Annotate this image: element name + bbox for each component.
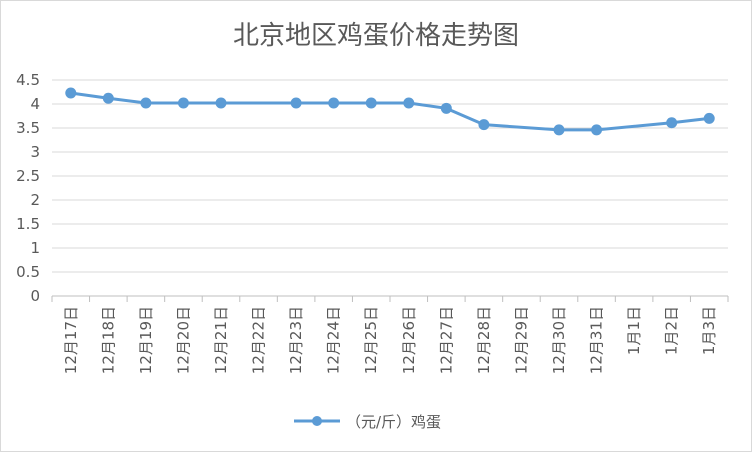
grid-lines: [52, 79, 728, 297]
x-tick-label: 12月28日: [475, 306, 493, 374]
data-point: [553, 124, 565, 136]
x-tick-label: 1月1日: [625, 306, 643, 355]
y-tick-label: 2: [30, 191, 40, 209]
y-axis: 0 0.5 1 1.5 2 2.5 3 3.5 4 4.5: [16, 71, 40, 305]
y-tick-label: 4: [30, 95, 40, 113]
data-point: [102, 92, 114, 104]
data-point: [290, 97, 302, 109]
y-tick-label: 0.5: [16, 263, 40, 281]
x-tick-label: 12月18日: [99, 306, 117, 374]
data-point: [215, 97, 227, 109]
data-point: [478, 119, 490, 131]
legend: （元/斤）鸡蛋: [294, 413, 441, 431]
x-tick-label: 12月22日: [250, 306, 268, 374]
x-tick-label: 12月24日: [325, 306, 343, 374]
data-point: [328, 97, 340, 109]
x-tick-label: 12月21日: [212, 306, 230, 374]
y-tick-label: 1.5: [16, 215, 40, 233]
data-point: [177, 97, 189, 109]
data-point: [65, 87, 77, 99]
y-tick-label: 3.5: [16, 119, 40, 137]
series-line: [70, 91, 710, 132]
chart-title: 北京地区鸡蛋价格走势图: [233, 21, 519, 51]
x-tick-label: 12月30日: [550, 306, 568, 374]
x-tick-label: 12月17日: [62, 306, 80, 374]
x-tick-label: 12月25日: [362, 306, 380, 374]
legend-point-marker: [312, 416, 322, 426]
data-point: [365, 97, 377, 109]
series-layer: [65, 87, 715, 136]
data-point: [403, 97, 415, 109]
data-point: [703, 112, 715, 124]
x-tick-label: 12月19日: [137, 306, 155, 374]
x-tick-label: 12月29日: [512, 306, 530, 374]
x-axis: 12月17日 12月18日 12月19日 12月20日 12月21日 12月22日 12月2…: [51, 296, 729, 374]
x-tick-label: 12月26日: [400, 306, 418, 374]
y-tick-label: 2.5: [16, 167, 40, 185]
legend-label: （元/斤）鸡蛋: [346, 413, 441, 431]
data-point: [140, 97, 152, 109]
x-tick-label: 12月20日: [174, 306, 192, 374]
x-tick-label: 1月3日: [700, 306, 718, 355]
y-tick-label: 1: [30, 239, 40, 257]
data-point: [591, 124, 603, 136]
x-tick-label: 12月27日: [437, 306, 455, 374]
data-point: [666, 117, 678, 129]
x-tick-label: 1月2日: [663, 306, 681, 355]
y-tick-label: 4.5: [16, 71, 40, 89]
x-tick-label: 12月23日: [287, 306, 305, 374]
y-tick-label: 3: [30, 143, 40, 161]
x-tick-label: 12月31日: [588, 306, 606, 374]
data-point: [440, 102, 452, 114]
y-tick-label: 0: [30, 287, 40, 305]
